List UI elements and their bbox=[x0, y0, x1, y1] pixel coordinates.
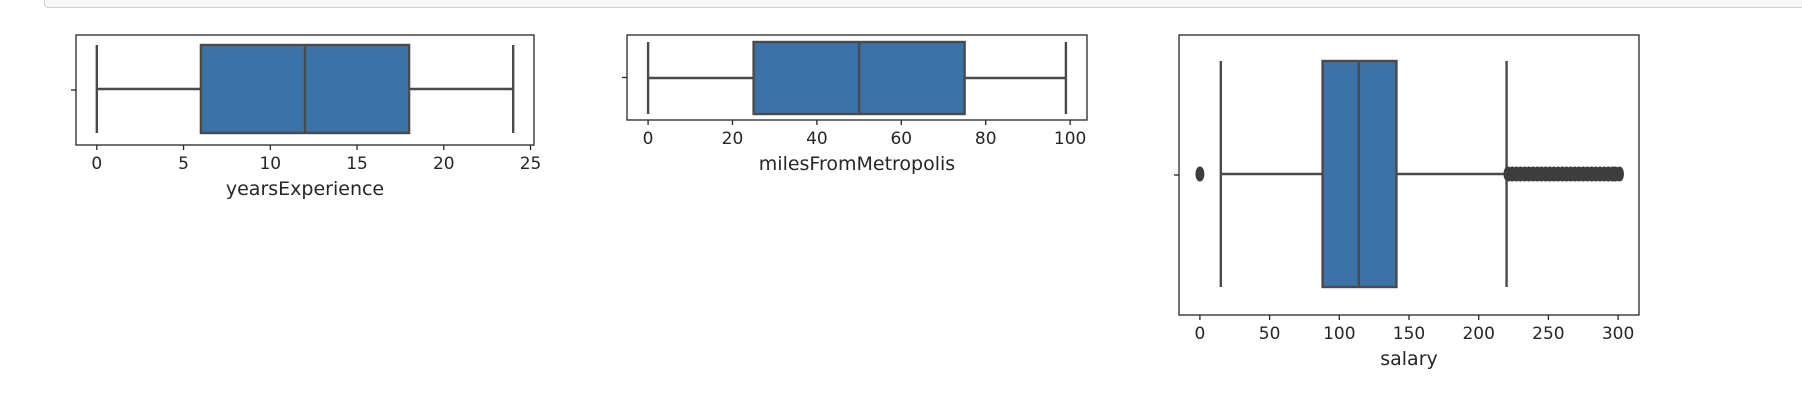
x-axis-label: milesFromMetropolis bbox=[759, 153, 955, 175]
x-tick-label: 10 bbox=[259, 154, 281, 174]
x-tick-label: 100 bbox=[1323, 324, 1355, 344]
x-tick-label: 0 bbox=[643, 129, 654, 149]
outlier-point bbox=[1614, 166, 1624, 182]
x-axis-label: salary bbox=[1380, 348, 1438, 370]
x-tick-label: 60 bbox=[890, 129, 912, 149]
outlier-point bbox=[1195, 166, 1205, 182]
x-tick-label: 0 bbox=[1194, 324, 1205, 344]
x-tick-label: 20 bbox=[433, 154, 455, 174]
x-tick-label: 100 bbox=[1054, 129, 1086, 149]
x-tick-label: 150 bbox=[1393, 324, 1425, 344]
x-tick-label: 50 bbox=[1259, 324, 1281, 344]
x-tick-label: 250 bbox=[1532, 324, 1564, 344]
x-tick-label: 200 bbox=[1462, 324, 1494, 344]
x-tick-label: 0 bbox=[91, 154, 102, 174]
x-axis-label: yearsExperience bbox=[226, 178, 384, 200]
x-tick-label: 5 bbox=[178, 154, 189, 174]
x-tick-label: 40 bbox=[806, 129, 828, 149]
notebook-cell-border bbox=[44, 0, 1802, 8]
x-tick-label: 300 bbox=[1602, 324, 1634, 344]
x-tick-label: 80 bbox=[975, 129, 997, 149]
x-tick-label: 25 bbox=[520, 154, 542, 174]
x-tick-label: 15 bbox=[346, 154, 368, 174]
x-tick-label: 20 bbox=[722, 129, 744, 149]
